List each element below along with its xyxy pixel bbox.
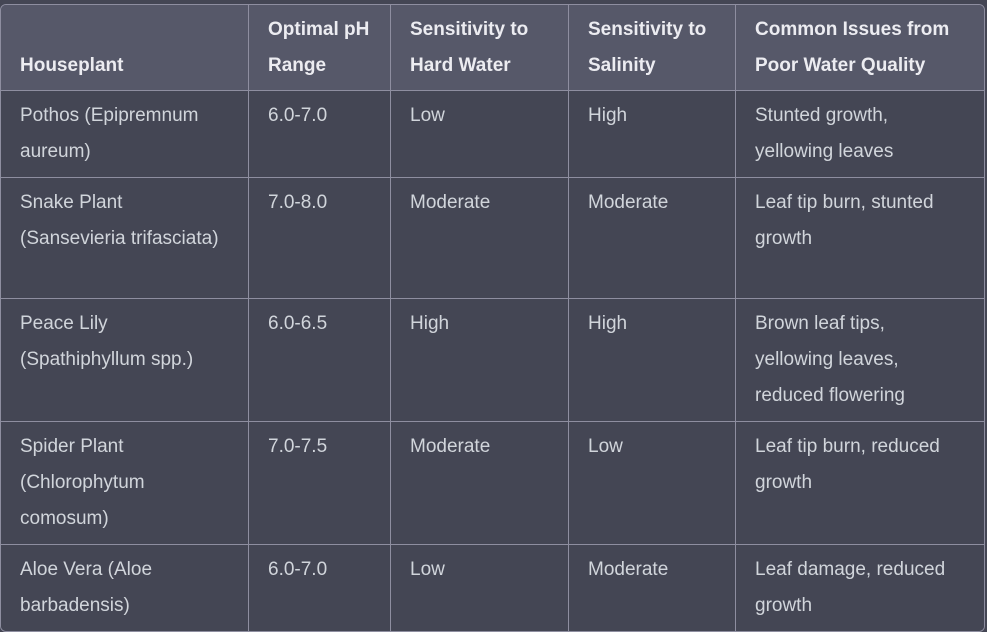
cell-common-issues: Leaf tip burn, reduced growth — [736, 422, 984, 545]
cell-ph-range: 6.0-7.0 — [249, 91, 391, 178]
cell-salinity: Low — [569, 422, 736, 545]
cell-ph-range: 6.0-7.0 — [249, 545, 391, 631]
table-row: Peace Lily (Spathiphyllum spp.) 6.0-6.5 … — [1, 299, 984, 422]
houseplant-water-quality-table: Houseplant Optimal pH Range Sensitivity … — [0, 4, 985, 632]
cell-houseplant: Spider Plant (Chlorophytum comosum) — [1, 422, 249, 545]
cell-hard-water: Moderate — [391, 422, 569, 545]
cell-salinity: High — [569, 91, 736, 178]
cell-houseplant: Peace Lily (Spathiphyllum spp.) — [1, 299, 249, 422]
table-row: Spider Plant (Chlorophytum comosum) 7.0-… — [1, 422, 984, 545]
cell-common-issues: Stunted growth, yellowing leaves — [736, 91, 984, 178]
cell-ph-range: 7.0-7.5 — [249, 422, 391, 545]
cell-hard-water: Low — [391, 91, 569, 178]
cell-common-issues: Leaf damage, reduced growth — [736, 545, 984, 631]
cell-houseplant: Pothos (Epipremnum aureum) — [1, 91, 249, 178]
header-sensitivity-salinity: Sensitivity to Salinity — [569, 5, 736, 91]
table-row: Snake Plant (Sansevieria trifasciata) 7.… — [1, 178, 984, 299]
cell-hard-water: High — [391, 299, 569, 422]
header-sensitivity-hard-water: Sensitivity to Hard Water — [391, 5, 569, 91]
cell-ph-range: 7.0-8.0 — [249, 178, 391, 299]
table-header-row: Houseplant Optimal pH Range Sensitivity … — [1, 5, 984, 91]
header-houseplant: Houseplant — [1, 5, 249, 91]
cell-ph-range: 6.0-6.5 — [249, 299, 391, 422]
cell-common-issues: Leaf tip burn, stunted growth — [736, 178, 984, 299]
header-common-issues: Common Issues from Poor Water Quality — [736, 5, 984, 91]
cell-houseplant: Aloe Vera (Aloe barbadensis) — [1, 545, 249, 631]
cell-hard-water: Moderate — [391, 178, 569, 299]
cell-salinity: High — [569, 299, 736, 422]
cell-common-issues: Brown leaf tips, yellowing leaves, reduc… — [736, 299, 984, 422]
table-row: Pothos (Epipremnum aureum) 6.0-7.0 Low H… — [1, 91, 984, 178]
cell-houseplant: Snake Plant (Sansevieria trifasciata) — [1, 178, 249, 299]
cell-salinity: Moderate — [569, 545, 736, 631]
table-row: Aloe Vera (Aloe barbadensis) 6.0-7.0 Low… — [1, 545, 984, 631]
cell-hard-water: Low — [391, 545, 569, 631]
cell-salinity: Moderate — [569, 178, 736, 299]
header-optimal-ph-range: Optimal pH Range — [249, 5, 391, 91]
